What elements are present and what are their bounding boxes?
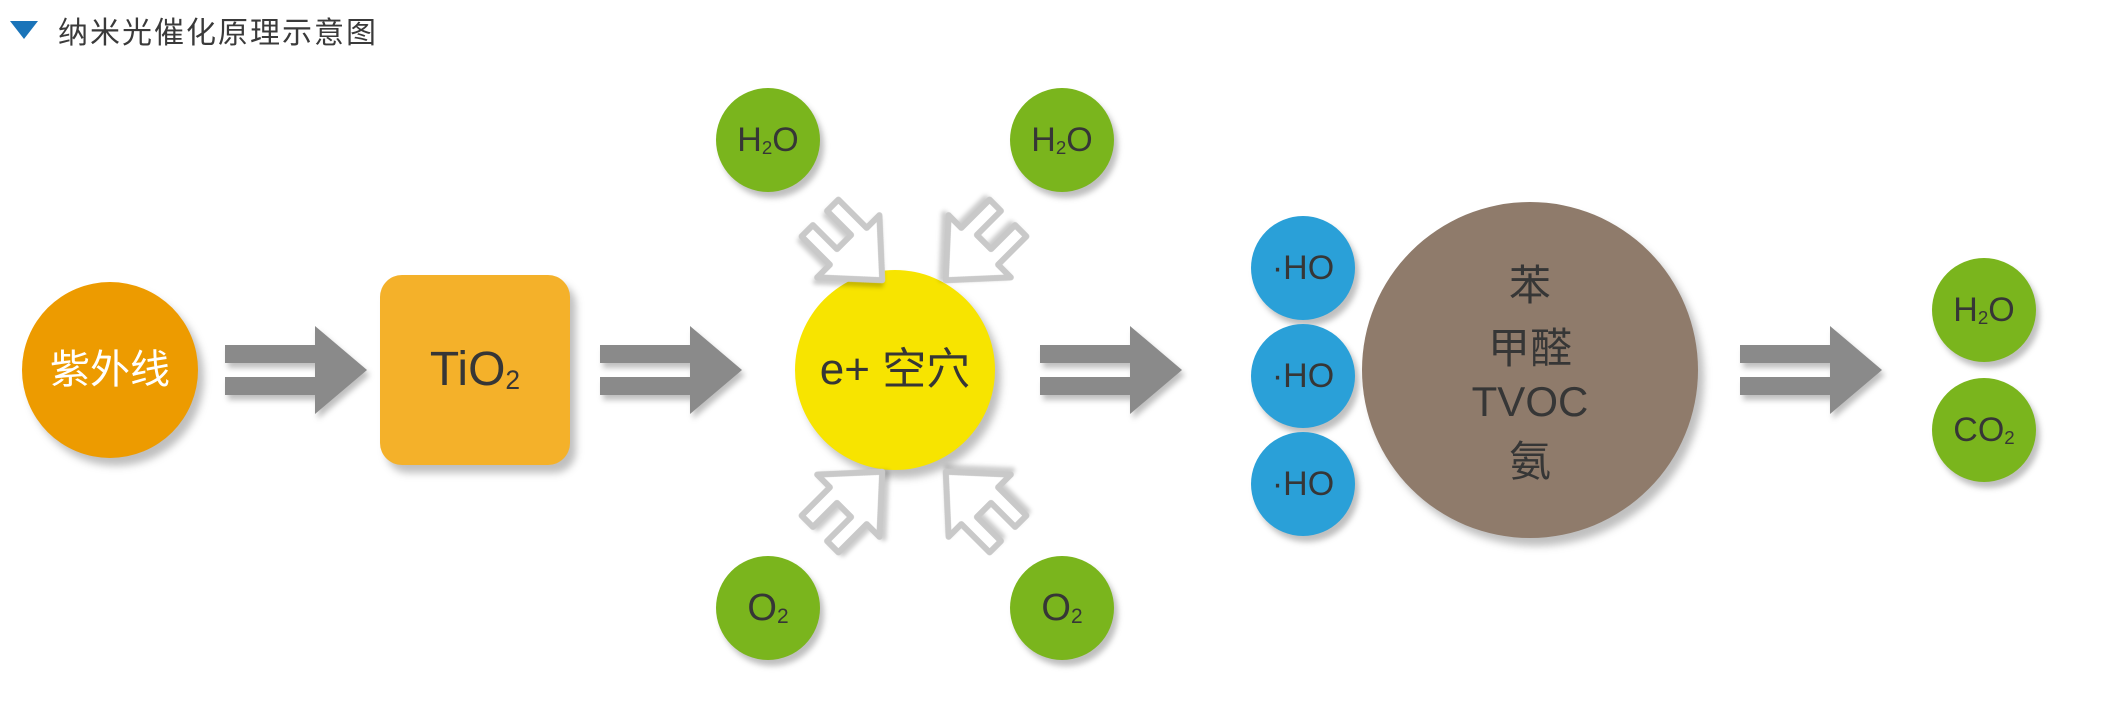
arrows-diagonal — [0, 0, 2125, 706]
